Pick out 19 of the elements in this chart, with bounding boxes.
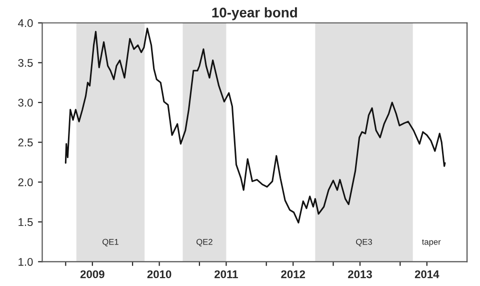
band-label: QE1 <box>102 238 118 246</box>
x-tick-label: 2010 <box>147 270 172 278</box>
x-tick-label: 2012 <box>281 270 306 278</box>
annotation: taper <box>422 239 441 246</box>
y-tick-label: 1.5 <box>18 218 33 226</box>
y-tick-label: 3.0 <box>18 98 33 107</box>
y-tick-label: 2.0 <box>18 178 33 186</box>
band-label: QE2 <box>196 238 212 246</box>
y-tick-label: 3.5 <box>18 58 33 67</box>
x-tick-label: 2009 <box>80 270 104 278</box>
x-tick-label: 2014 <box>414 270 440 278</box>
y-tick-label: 2.5 <box>18 138 33 146</box>
band-label: QE3 <box>356 238 372 246</box>
chart-title: 10-year bond <box>212 7 297 20</box>
x-tick-label: 2013 <box>348 270 372 278</box>
y-tick-label: 4.0 <box>18 19 33 28</box>
line-series <box>64 28 446 224</box>
y-tick-label: 1.0 <box>18 258 33 266</box>
x-tick-label: 2011 <box>214 270 238 278</box>
